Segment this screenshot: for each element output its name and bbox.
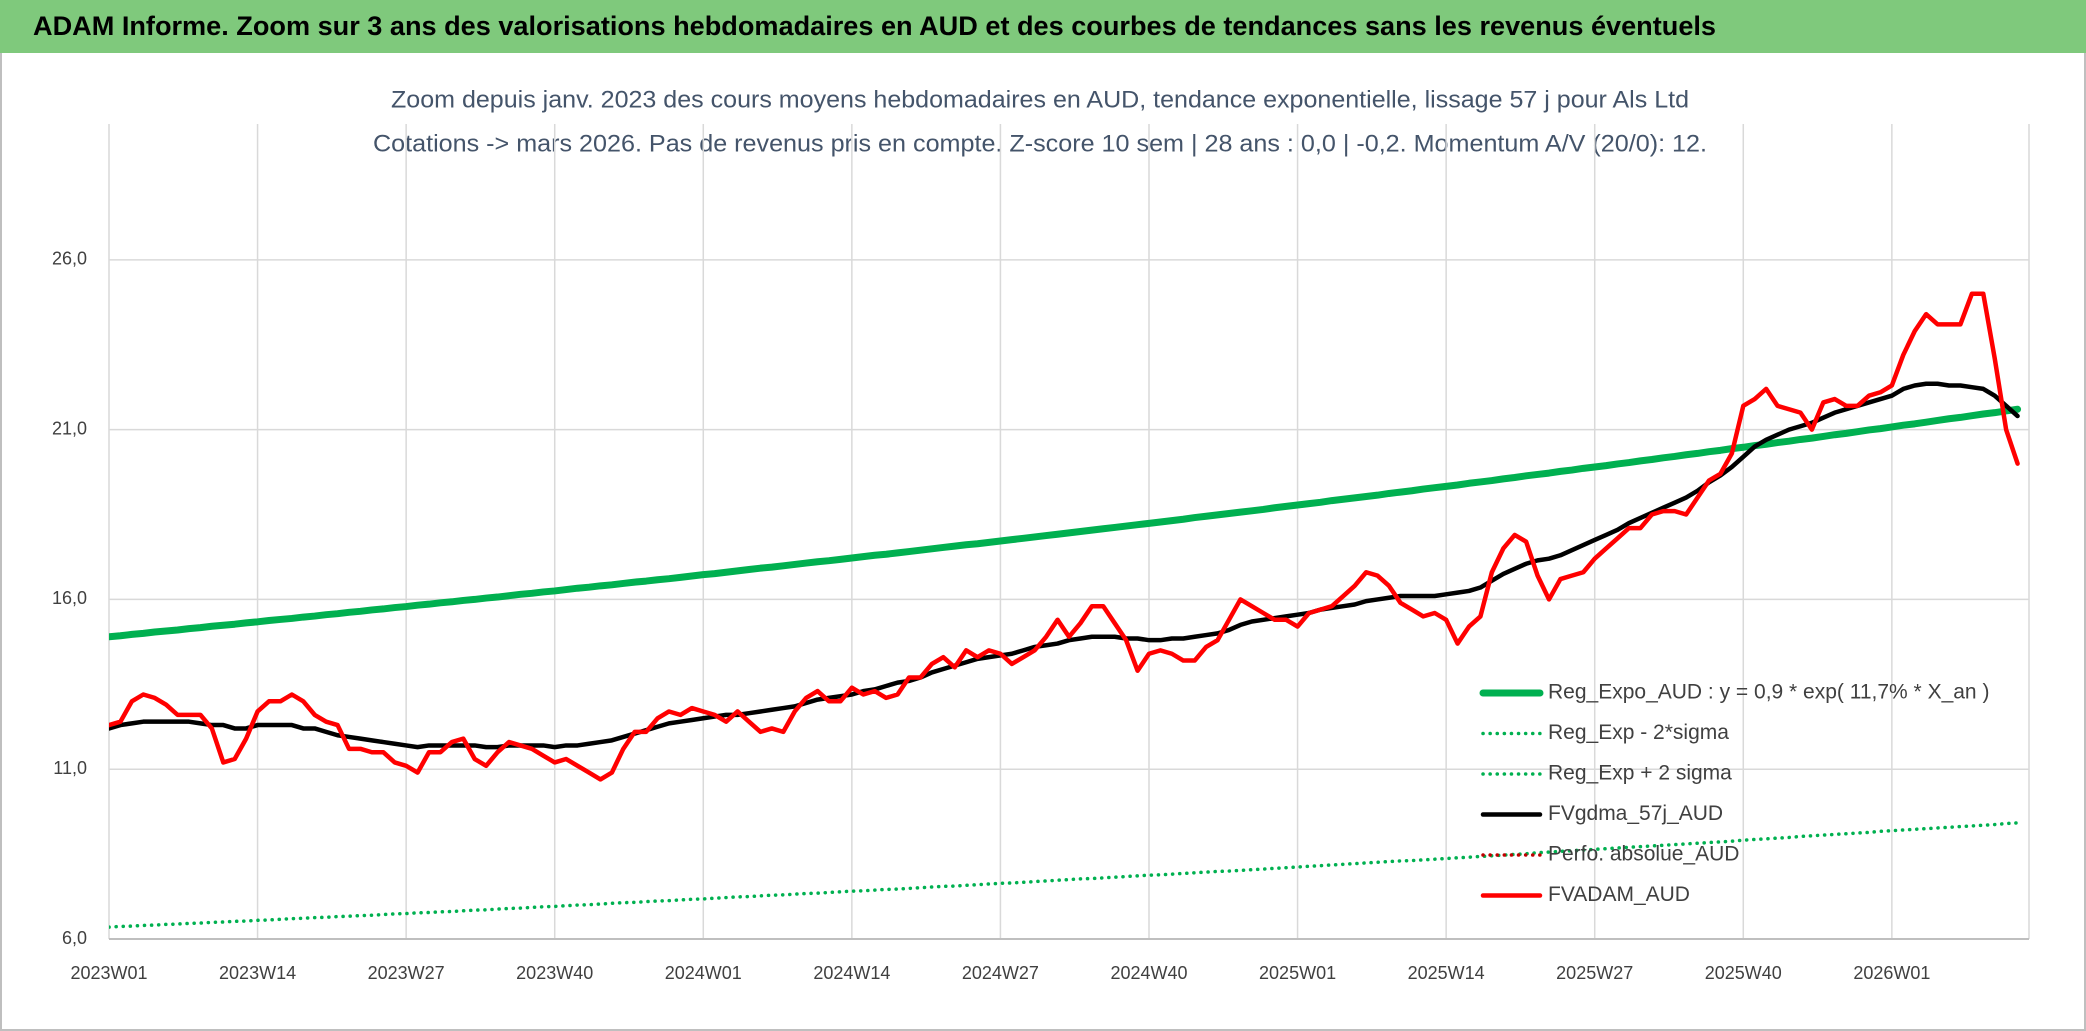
x-tick-label: 2025W14 [1408,963,1485,983]
y-tick-label: 21,0 [52,418,87,438]
legend: Reg_Expo_AUD : y = 0,9 * exp( 11,7% * X_… [1479,681,1989,906]
x-tick-label: 2026W01 [1853,963,1930,983]
y-tick-label: 6,0 [62,928,87,948]
chart-title: ADAM Informe. Zoom sur 3 ans des valoris… [33,11,1716,41]
legend-label: FVgdma_57j_AUD [1548,802,1723,825]
x-tick-label: 2025W40 [1705,963,1782,983]
chart-subtitle: Zoom depuis janv. 2023 des cours moyens … [391,86,1689,113]
y-tick-label: 16,0 [52,588,87,608]
x-tick-label: 2025W01 [1259,963,1336,983]
legend-label: Perfo. absolue_AUD [1548,843,1739,866]
x-tick-label: 2024W01 [665,963,742,983]
chart-subtitle: Cotations -> mars 2026. Pas de revenus p… [373,130,1707,157]
x-tick-label: 2023W27 [368,963,445,983]
x-tick-label: 2024W40 [1110,963,1187,983]
series-line [109,821,2020,929]
series-line [109,381,2020,750]
legend-label: FVADAM_AUD [1548,883,1690,906]
y-tick-label: 26,0 [52,249,87,269]
legend-label: Reg_Exp + 2 sigma [1548,762,1732,785]
legend-label: Reg_Exp - 2*sigma [1548,721,1729,744]
header-band [0,0,2086,53]
x-tick-label: 2024W14 [813,963,890,983]
grid: 6,0 11,0 16,0 21,0 26,0 2023W01 2023W14 2023W27… [52,124,2030,983]
x-tick-label: 2023W40 [516,963,593,983]
series-line [109,291,2020,782]
x-tick-label: 2024W27 [962,963,1039,983]
x-tick-label: 2023W01 [70,963,147,983]
legend-label: Reg_Expo_AUD : y = 0,9 * exp( 11,7% * X_… [1548,681,1989,704]
series-line [109,405,2022,641]
plot-area [109,291,2022,929]
x-tick-label: 2023W14 [219,963,296,983]
y-tick-label: 11,0 [53,758,87,778]
x-tick-label: 2025W27 [1556,963,1633,983]
